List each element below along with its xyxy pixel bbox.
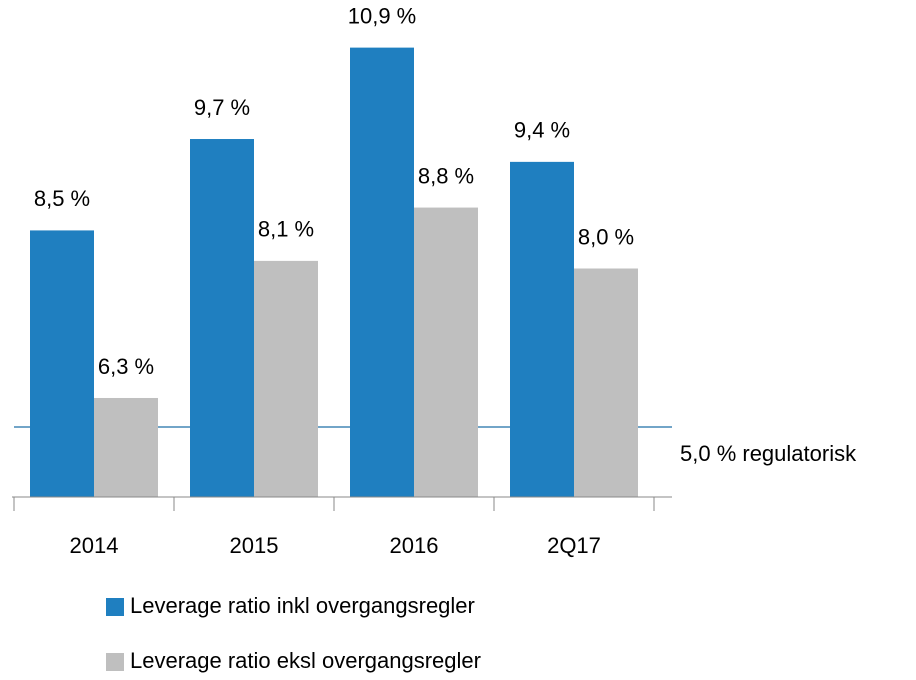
legend-label: Leverage ratio inkl overgangsregler (130, 593, 475, 618)
x-tick-label: 2016 (390, 533, 439, 558)
value-label: 6,3 % (98, 354, 154, 379)
bar (30, 230, 94, 497)
value-label: 9,4 % (514, 118, 570, 143)
bar (94, 397, 158, 497)
bar (510, 161, 574, 497)
bar (414, 207, 478, 498)
value-label: 10,9 % (348, 3, 417, 28)
legend-swatch (106, 598, 124, 616)
legend-label: Leverage ratio eksl overgangsregler (130, 648, 481, 673)
value-label: 8,1 % (258, 217, 314, 242)
bar (190, 139, 254, 497)
x-tick-label: 2014 (70, 533, 119, 558)
value-label: 8,5 % (34, 186, 90, 211)
value-label: 8,0 % (578, 224, 634, 249)
annotation: 5,0 % regulatorisk (680, 441, 857, 466)
bar (574, 268, 638, 497)
x-tick-label: 2Q17 (547, 533, 601, 558)
value-label: 9,7 % (194, 95, 250, 120)
bar (350, 47, 414, 497)
legend-swatch (106, 653, 124, 671)
x-tick-label: 2015 (230, 533, 279, 558)
bar (254, 260, 318, 497)
value-label: 8,8 % (418, 163, 474, 188)
